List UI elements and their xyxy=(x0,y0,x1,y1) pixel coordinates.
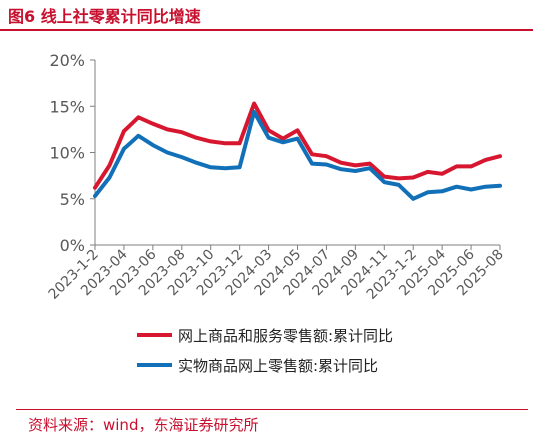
data-point xyxy=(483,158,488,162)
data-point xyxy=(107,163,112,167)
data-point xyxy=(295,137,300,141)
data-point xyxy=(469,164,473,168)
data-point xyxy=(209,139,213,143)
figure-title: 图6 线上社零累计同比增速 xyxy=(8,7,201,26)
legend-label-2: 实物商品网上零售额:累计同比 xyxy=(178,357,378,375)
data-point xyxy=(440,172,444,176)
data-point xyxy=(223,166,227,170)
source-rule xyxy=(16,409,528,410)
data-point xyxy=(339,167,343,171)
data-point xyxy=(368,162,372,166)
data-point xyxy=(426,190,430,194)
data-point xyxy=(426,170,430,174)
data-point xyxy=(455,164,459,168)
data-point xyxy=(353,163,357,167)
data-point xyxy=(151,143,155,147)
y-tick-label: 0% xyxy=(60,236,85,255)
data-point xyxy=(411,175,415,180)
line-chart: 0%5%10%15%20%2023-1-22023-042023-062023-… xyxy=(46,51,507,375)
data-point xyxy=(310,152,314,156)
data-point xyxy=(194,136,198,140)
data-point xyxy=(107,175,112,180)
data-point xyxy=(382,180,386,184)
data-point xyxy=(93,186,97,190)
title-rule xyxy=(0,29,533,31)
data-point xyxy=(122,129,126,133)
data-point xyxy=(93,194,97,198)
data-point xyxy=(281,140,285,144)
data-point xyxy=(180,155,184,159)
data-point xyxy=(223,141,227,145)
data-point xyxy=(180,130,184,134)
y-tick-label: 10% xyxy=(49,144,85,163)
y-tick-label: 5% xyxy=(60,190,85,209)
data-point xyxy=(483,185,488,189)
data-point xyxy=(281,137,285,141)
data-point xyxy=(151,122,155,126)
data-point xyxy=(209,165,213,169)
data-point xyxy=(455,185,459,189)
y-tick-label: 15% xyxy=(49,97,85,116)
data-point xyxy=(295,128,300,132)
data-point xyxy=(122,147,126,151)
data-point xyxy=(238,141,242,145)
data-point xyxy=(252,110,256,114)
y-tick-label: 20% xyxy=(49,51,85,70)
legend-label-1: 网上商品和服务零售额:累计同比 xyxy=(178,327,393,345)
data-point xyxy=(397,183,401,187)
data-point xyxy=(136,134,140,138)
data-point xyxy=(194,161,198,165)
data-point xyxy=(252,101,256,106)
data-point xyxy=(469,187,473,192)
data-point xyxy=(498,184,502,188)
data-point xyxy=(498,154,502,158)
data-point xyxy=(324,162,328,167)
data-point xyxy=(267,136,271,140)
data-point xyxy=(353,169,357,173)
data-point xyxy=(136,115,140,119)
data-point xyxy=(324,154,328,158)
data-point xyxy=(310,162,314,166)
source-note: 资料来源：wind，东海证券研究所 xyxy=(28,416,259,434)
data-point xyxy=(238,165,242,169)
data-point xyxy=(165,150,169,155)
data-point xyxy=(382,175,386,179)
data-point xyxy=(339,161,343,165)
header-bar: 图6 线上社零累计同比增速 xyxy=(0,0,533,31)
data-point xyxy=(165,127,169,131)
data-point xyxy=(368,166,372,170)
data-point xyxy=(267,128,271,132)
data-point xyxy=(397,176,401,180)
data-point xyxy=(440,189,444,193)
data-point xyxy=(411,197,415,201)
